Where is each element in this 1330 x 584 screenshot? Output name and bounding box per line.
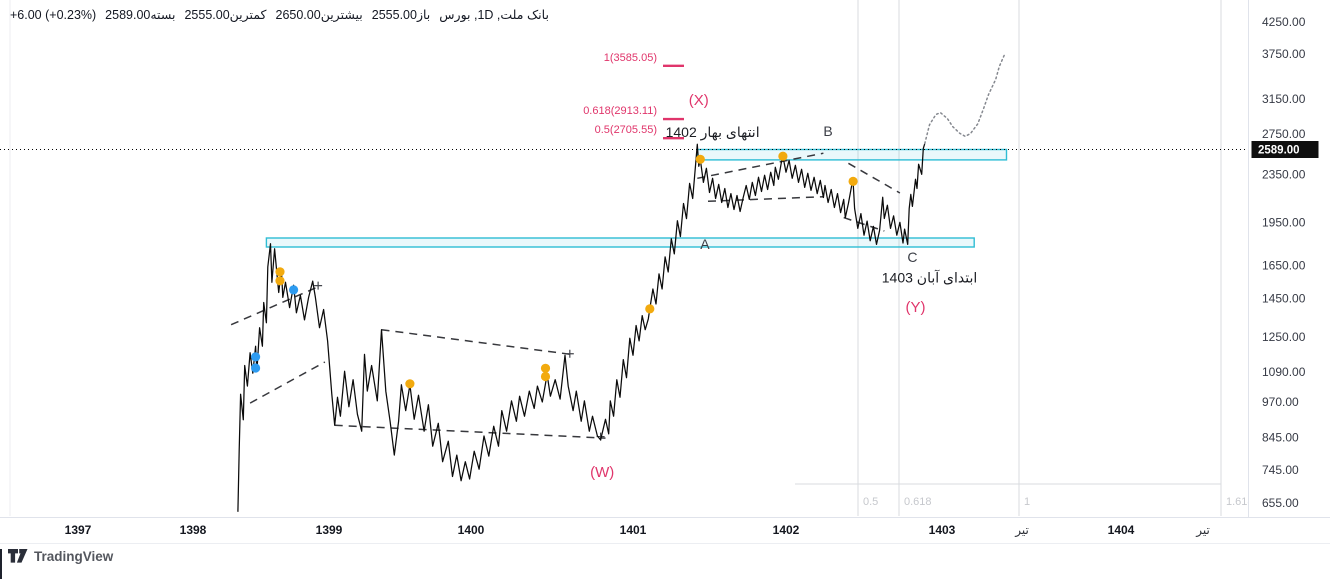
trendline-dashed[interactable] [334,424,606,439]
price-tick-label: 2350.00 [1262,167,1306,181]
low-value: 2555.00 [184,8,230,22]
fib-level-label: 1(3585.05) [604,52,657,64]
time-tick-label[interactable]: 1398 [180,523,207,537]
tradingview-logo-icon [8,549,28,563]
last-price-tag-text: 2589.00 [1258,145,1300,157]
price-axis[interactable] [1249,0,1330,517]
trendline-dashed[interactable] [843,216,885,232]
time-tick-label[interactable]: 1401 [620,523,647,537]
wave-label[interactable]: B [823,123,832,139]
price-tick-label: 3750.00 [1262,47,1306,61]
price-tick-label: 1450.00 [1262,292,1306,306]
trendline-dashed[interactable] [707,195,824,203]
time-tick-label[interactable]: 1397 [65,523,92,537]
time-tick-label[interactable]: تیر [1195,523,1210,538]
symbol-legend[interactable]: بانک ملت, 1D, بورس باز2555.00 بیشترین265… [10,7,549,22]
marker-dot-yellow[interactable] [848,176,858,186]
marker-dot-yellow[interactable] [405,379,415,389]
time-tick-label[interactable]: 1403 [929,523,956,537]
price-tick-label: 2750.00 [1262,127,1306,141]
trendline-dashed[interactable] [249,361,326,404]
wave-label[interactable]: (X) [689,92,709,109]
time-tick-label[interactable]: تیر [1014,523,1029,538]
wave-label[interactable]: C [907,249,917,265]
symbol-name[interactable]: بانک ملت, 1D, بورس [439,8,549,22]
price-tick-label: 655.00 [1262,496,1299,510]
wave-label[interactable]: (W) [590,464,614,481]
price-tick-label: 970.00 [1262,395,1299,409]
marker-dot-yellow[interactable] [275,267,285,277]
marker-dot-blue[interactable] [251,363,261,373]
annotation-note[interactable]: ابتدای آبان 1403 [882,270,977,286]
wave-label[interactable]: (Y) [906,299,926,316]
marker-dot-yellow[interactable] [695,154,705,164]
price-tick-label: 1650.00 [1262,258,1306,272]
fib-timezone-label: 1 [1024,496,1030,508]
time-tick-label[interactable]: 1402 [773,523,800,537]
marker-dot-yellow[interactable] [540,363,551,373]
window-edge-artifact [0,549,2,579]
wave-label[interactable]: A [700,236,710,252]
price-zone-band[interactable] [265,237,975,248]
price-tick-label: 845.00 [1262,431,1299,445]
trendline-handle-marker[interactable] [314,281,323,290]
price-tick-label: 745.00 [1262,463,1299,477]
marker-dot-yellow[interactable] [275,276,285,286]
marker-dot-yellow[interactable] [540,371,551,382]
marker-dot-blue[interactable] [251,352,261,362]
marker-dot-blue[interactable] [289,285,299,295]
high-value: 2650.00 [275,8,321,22]
price-zone-band[interactable] [696,148,1008,161]
fib-level-label: 0.618(2913.11) [583,105,657,117]
close-label: بسته [150,8,176,22]
marker-dot-yellow[interactable] [778,151,788,161]
marker-dot-yellow[interactable] [645,304,655,314]
close-value: 2589.00 [105,8,151,22]
projection-curve[interactable] [924,53,1006,145]
open-value: 2555.00 [371,8,417,22]
last-price-tag [1251,141,1319,158]
fib-timezone-label: 1.618 [1226,496,1254,508]
trendline-dashed[interactable] [230,286,319,326]
change-value: +6.00 (+0.23%) [10,8,97,22]
time-tick-label[interactable]: 1400 [458,523,485,537]
trendline-dashed[interactable] [697,152,824,180]
tradingview-logo[interactable]: TradingView [8,548,113,564]
price-polyline[interactable] [237,143,926,512]
price-tick-label: 1090.00 [1262,365,1306,379]
low-label: کمترین [229,8,267,22]
fib-timezone-label: 0.5 [863,496,878,508]
price-tick-label: 4250.00 [1262,15,1306,29]
price-tick-label: 1950.00 [1262,215,1306,229]
trendline-dashed[interactable] [848,162,901,194]
price-tick-label: 1250.00 [1262,330,1306,344]
ohlc-low: کمترین2555.00 [184,7,266,22]
trendline-handle-marker[interactable] [565,349,574,358]
annotation-note[interactable]: انتهای بهار 1402 [666,124,760,141]
open-label: باز [416,8,431,22]
price-tick-label: 3150.00 [1262,92,1306,106]
high-label: بیشترین [320,8,363,22]
time-tick-label[interactable]: 1399 [316,523,343,537]
fib-timezone-label: 0.618 [904,496,932,508]
ohlc-close: بسته2589.00 [105,7,175,22]
fib-level-label: 0.5(2705.55) [595,124,657,136]
ohlc-open: باز2555.00 [372,7,431,22]
trendline-dashed[interactable] [381,328,570,355]
tradingview-logo-text: TradingView [34,548,114,564]
time-tick-label[interactable]: 1404 [1108,523,1135,537]
ohlc-high: بیشترین2650.00 [276,7,363,22]
